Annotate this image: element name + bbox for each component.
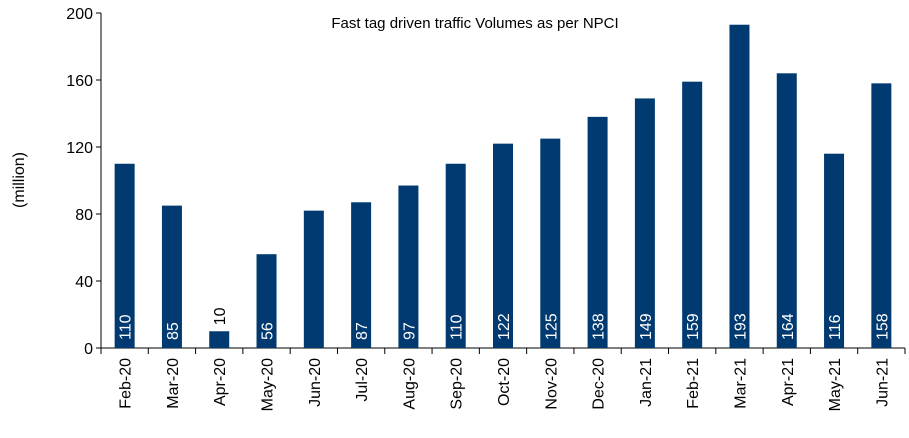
y-tick-label: 200 [66,6,93,23]
bar [398,185,419,348]
x-tick-label: Mar-21 [732,358,749,409]
x-tick-label: Jun-21 [874,358,891,407]
data-label: 10 [212,307,229,325]
bar [445,163,466,348]
data-label: 56 [260,322,277,340]
data-label: 159 [685,313,702,340]
y-tick-label: 40 [75,274,93,291]
bar [351,202,372,348]
data-label: 97 [401,322,418,340]
bar [824,153,845,348]
x-tick-label: Dec-20 [591,358,608,410]
x-tick-label: Mar-20 [165,358,182,409]
bar [303,210,324,348]
x-tick-label: Sep-20 [449,358,466,410]
bar [634,98,655,348]
chart-title: Fast tag driven traffic Volumes as per N… [331,15,618,32]
bar [493,143,513,348]
bar [776,73,797,349]
y-tick-label: 0 [84,341,93,358]
x-tick-label: Feb-20 [118,358,135,409]
bar [729,24,750,348]
data-label: 158 [874,313,891,340]
data-label: 164 [780,313,797,340]
y-axis-label: (million) [11,152,28,208]
data-label: 85 [165,322,182,340]
bar [209,331,230,348]
bar [540,138,561,348]
data-label: 122 [496,313,513,340]
x-tick-label: Jan-21 [638,358,655,407]
data-label: 116 [827,314,844,340]
data-label: 110 [449,314,466,340]
x-tick-label: Apr-20 [212,358,229,406]
bar [256,254,277,348]
data-label: 87 [354,322,371,340]
data-label: 110 [118,314,135,340]
data-label: 125 [543,313,560,340]
x-tick-label: May-21 [827,358,844,411]
bar [682,81,703,349]
x-tick-label: Apr-21 [780,358,797,406]
data-label: 149 [638,313,655,340]
data-label: 138 [591,313,608,340]
x-tick-label: Feb-21 [685,358,702,409]
y-tick-label: 120 [66,140,93,157]
x-tick-label: Nov-20 [543,358,560,410]
x-tick-label: Aug-20 [401,358,418,410]
x-tick-label: Oct-20 [496,358,513,406]
data-label: 193 [732,313,749,340]
x-tick-label: Jun-20 [307,358,324,407]
bar [871,83,892,348]
bar [114,163,135,348]
y-tick-label: 80 [75,207,93,224]
bar [161,205,182,348]
y-tick-label: 160 [66,73,93,90]
x-tick-label: Jul-20 [354,358,371,402]
x-tick-label: May-20 [260,358,277,411]
bar [587,116,608,348]
